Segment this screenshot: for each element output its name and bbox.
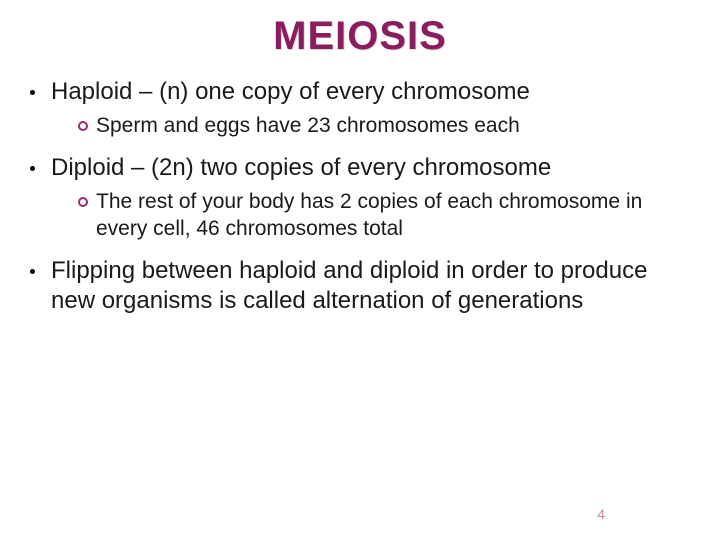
bullet-dot-icon <box>30 269 35 274</box>
bullet-text: Flipping between haploid and diploid in … <box>51 256 682 316</box>
bullet-item: Flipping between haploid and diploid in … <box>30 256 682 316</box>
bullet-text: Haploid – (n) one copy of every chromoso… <box>51 77 530 107</box>
bullet-item: Haploid – (n) one copy of every chromoso… <box>30 77 682 107</box>
bullet-text: Diploid – (2n) two copies of every chrom… <box>51 153 551 183</box>
ring-icon <box>78 197 88 207</box>
bullet-dot-icon <box>30 90 35 95</box>
ring-icon <box>78 121 88 131</box>
page-number: 4 <box>597 506 605 522</box>
bullet-dot-icon <box>30 166 35 171</box>
bullet-item: Diploid – (2n) two copies of every chrom… <box>30 153 682 183</box>
sub-bullet-text: The rest of your body has 2 copies of ea… <box>96 189 682 242</box>
slide-title: MEIOSIS <box>0 0 720 59</box>
slide-content: Haploid – (n) one copy of every chromoso… <box>0 77 720 316</box>
sub-bullet-text: Sperm and eggs have 23 chromosomes each <box>96 113 520 139</box>
sub-bullet-item: The rest of your body has 2 copies of ea… <box>78 189 682 242</box>
sub-bullet-item: Sperm and eggs have 23 chromosomes each <box>78 113 682 139</box>
